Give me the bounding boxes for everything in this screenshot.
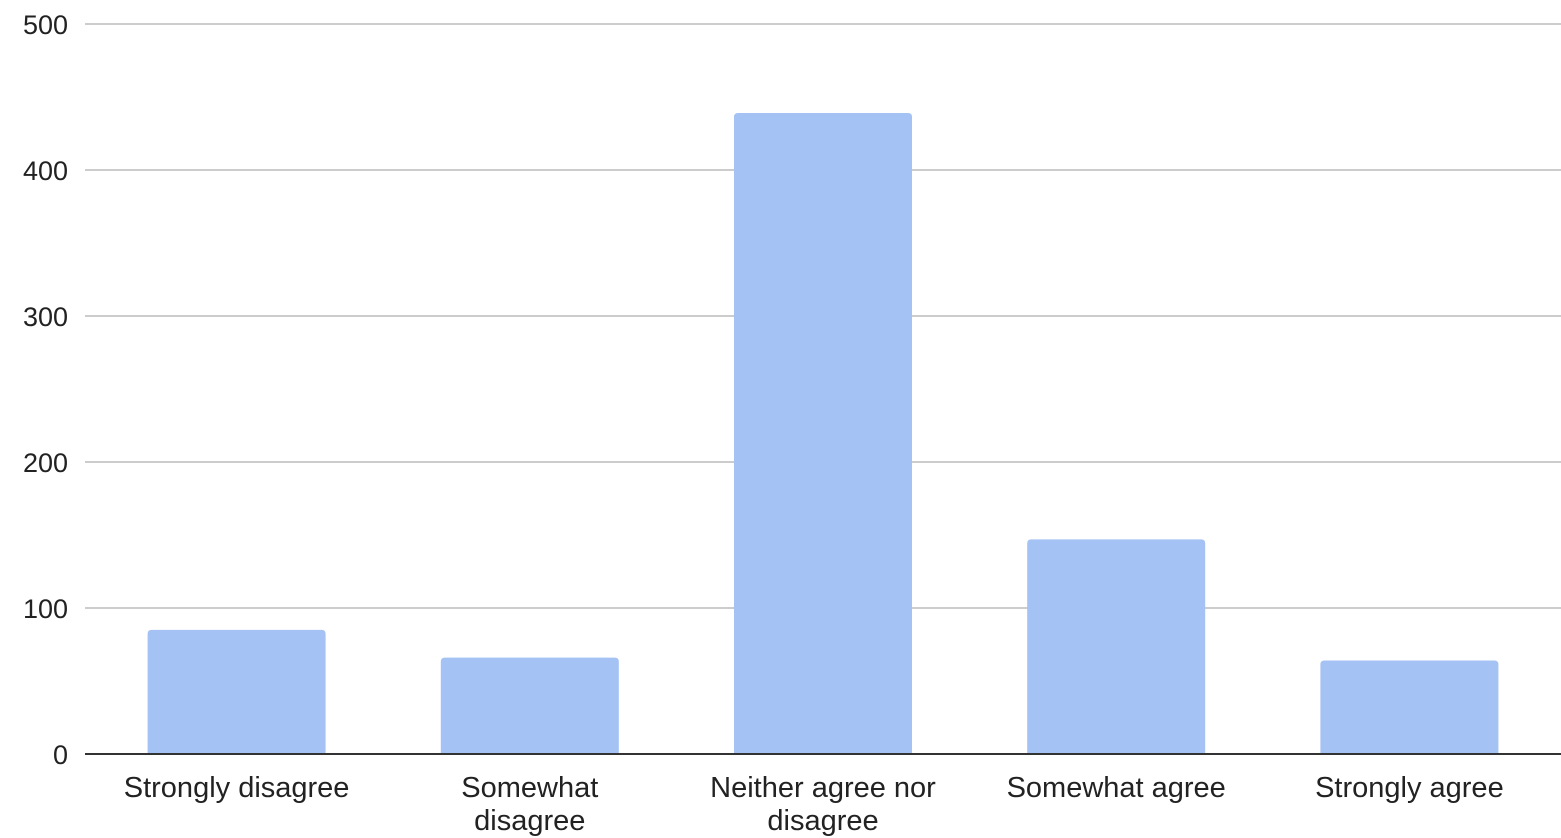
x-category-label-line: Neither agree nor (710, 772, 936, 804)
x-category-label-line: Somewhat (461, 772, 598, 804)
x-category-label-0: Strongly disagree (124, 772, 350, 804)
bar-2 (734, 113, 912, 754)
bar-4 (1320, 660, 1499, 754)
bar-0 (147, 629, 326, 754)
bar-3 (1027, 539, 1206, 754)
x-category-label-line: disagree (767, 805, 878, 837)
y-tick-label-300: 300 (23, 302, 68, 332)
y-tick-label-100: 100 (23, 594, 68, 624)
x-category-label-2: Neither agree nor disagree (710, 772, 936, 837)
x-axis-category-labels: Strongly disagree Somewhat disagreeNeither… (124, 772, 1504, 837)
y-axis-tick-labels: 0 100 200 300 400 500 (23, 10, 68, 770)
x-category-label-line: disagree (474, 805, 585, 837)
bar-1 (440, 657, 619, 754)
x-category-label-4: Strongly agree (1315, 772, 1504, 804)
bars (147, 113, 1499, 754)
y-tick-label-200: 200 (23, 448, 68, 478)
y-tick-label-500: 500 (23, 10, 68, 40)
x-category-label-line: Strongly disagree (124, 772, 350, 804)
x-category-label-line: Somewhat agree (1007, 772, 1226, 804)
x-category-label-1: Somewhat disagree (461, 772, 598, 837)
y-tick-label-400: 400 (23, 156, 68, 186)
x-category-label-line: Strongly agree (1315, 772, 1504, 804)
y-tick-label-0: 0 (53, 740, 68, 770)
x-category-label-3: Somewhat agree (1007, 772, 1226, 804)
